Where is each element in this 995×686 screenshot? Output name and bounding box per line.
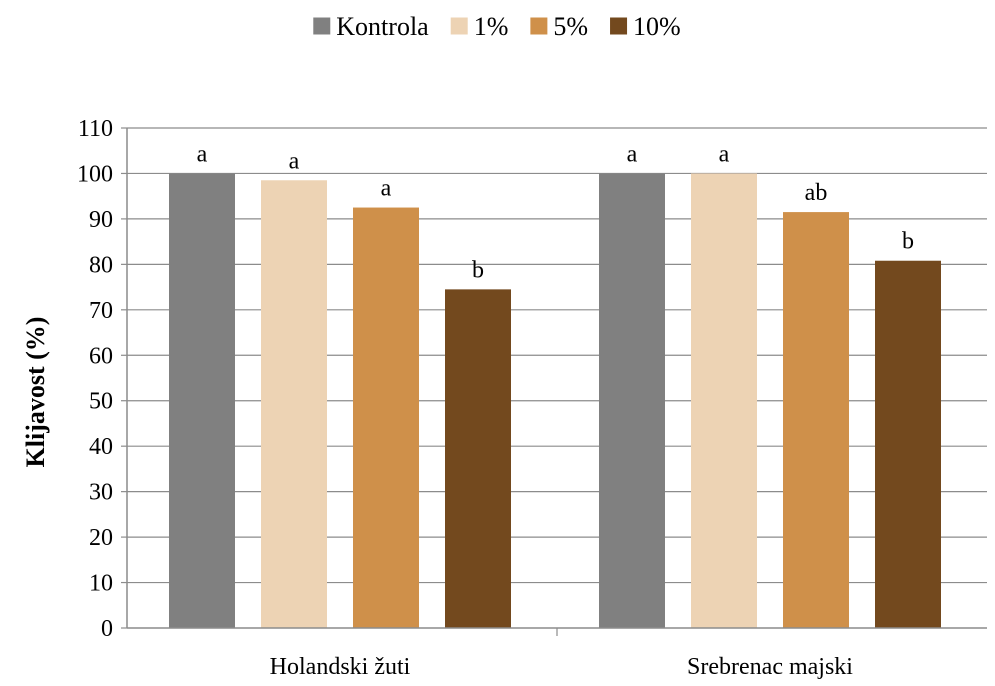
y-tick-label: 60 <box>89 343 113 369</box>
y-tick-label: 50 <box>89 389 113 415</box>
y-tick-label: 10 <box>89 571 113 597</box>
y-tick-label: 90 <box>89 207 113 233</box>
bar <box>353 207 419 628</box>
gridlines <box>127 127 987 584</box>
bar-letter-label: a <box>289 148 300 174</box>
legend-label: Kontrola <box>336 12 429 41</box>
y-tick-labels: 0 10 20 30 40 50 60 70 80 90 100 110 <box>77 116 113 642</box>
bar <box>691 173 757 629</box>
bar <box>783 212 849 628</box>
bar-letter-label: a <box>381 176 392 202</box>
bar <box>261 180 327 629</box>
x-category-label: Holandski žuti <box>270 654 411 680</box>
legend: Kontrola 1% 5% 10% <box>313 12 681 41</box>
bar <box>169 173 235 629</box>
y-axis-title: Klijavost (%) <box>21 317 50 468</box>
legend-swatch <box>450 17 468 35</box>
bar-letter-label: a <box>197 141 208 167</box>
legend-swatch <box>530 17 548 35</box>
bars <box>169 173 941 629</box>
y-tick-label: 100 <box>77 161 113 187</box>
y-tick-label: 20 <box>89 525 113 551</box>
legend-label: 10% <box>633 12 681 41</box>
y-tick-label: 0 <box>101 616 113 642</box>
legend-label: 5% <box>553 12 588 41</box>
bar-letter-label: ab <box>805 180 828 206</box>
bar-letter-label: b <box>902 229 914 255</box>
y-tick-label: 70 <box>89 298 113 324</box>
bar <box>445 289 511 628</box>
y-tick-label: 30 <box>89 480 113 506</box>
bar-letter-label: b <box>472 257 484 283</box>
x-category-label: Srebrenac majski <box>687 654 853 680</box>
legend-swatch <box>610 17 628 35</box>
y-tick-label: 110 <box>78 116 113 142</box>
axes <box>121 127 987 636</box>
x-category-labels: Holandski žuti Srebrenac majski <box>270 654 854 680</box>
y-tick-label: 40 <box>89 434 113 460</box>
bar <box>599 173 665 629</box>
bar <box>875 260 941 628</box>
bar-letter-label: a <box>627 141 638 167</box>
legend-swatch <box>313 17 331 35</box>
bar-letter-label: a <box>719 141 730 167</box>
y-tick-label: 80 <box>89 252 113 278</box>
legend-label: 1% <box>474 12 509 41</box>
